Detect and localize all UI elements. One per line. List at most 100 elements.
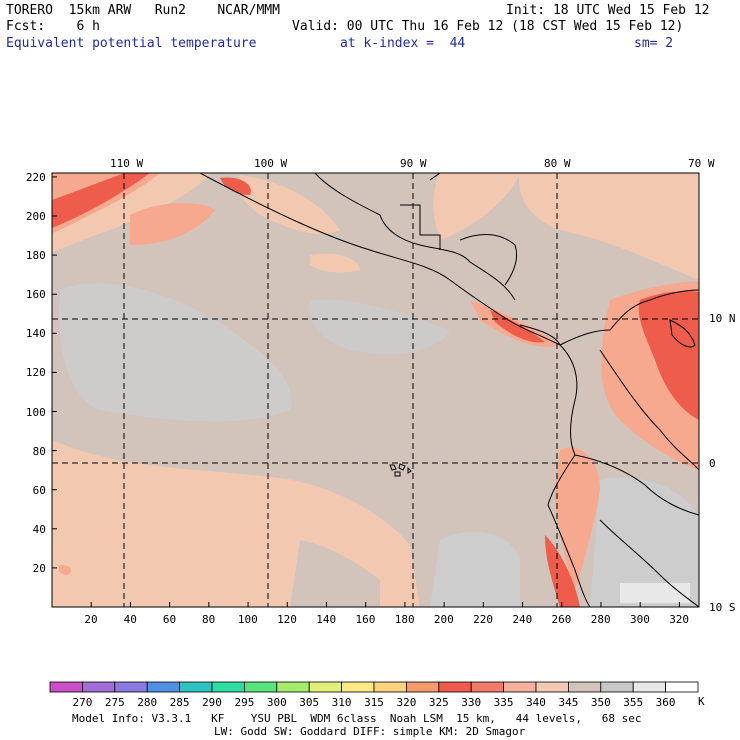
y-tick-label: 160: [25, 288, 46, 302]
galapagos-islands: [389, 463, 412, 477]
warm-north-patch: [236, 175, 340, 235]
lake-maracaibo: [669, 319, 696, 348]
coastline-pacific-north: [199, 173, 699, 346]
level-index: at k-index = 44: [340, 36, 466, 51]
field-name: Equivalent potential temperature: [6, 36, 257, 51]
graticule: [52, 173, 699, 607]
x-tick-label: 140: [316, 613, 337, 626]
lon-label-110w: 110 W: [110, 157, 144, 170]
colorbar-label: 305: [299, 696, 320, 709]
coastline-mexico: [314, 173, 516, 301]
border-colombia-venezuela: [599, 349, 699, 471]
valid-time: Valid: 00 UTC Thu 16 Feb 12 (18 CST Wed …: [292, 19, 684, 34]
cool-patch-west: [59, 283, 292, 422]
y-tick-marks: [52, 176, 57, 569]
colorbar-label: 300: [266, 696, 287, 709]
colorbar-swatch: [146, 681, 180, 693]
cool-patch-southeast: [590, 477, 699, 607]
model-info: Model Info: V3.3.1 KF YSU PBL WDM 6class…: [72, 712, 642, 725]
smoothing: sm= 2: [634, 36, 674, 51]
model-title: TORERO 15km ARW Run2 NCAR/MMM: [6, 3, 280, 18]
warm-nw-mid: [52, 173, 160, 233]
colorbar-swatch: [600, 681, 634, 693]
y-tick-label: 100: [25, 405, 46, 419]
warm-nw-patch: [130, 203, 215, 245]
colorbar-swatch: [373, 681, 407, 693]
colorbar-swatch: [243, 681, 278, 693]
colorbar-label: 325: [428, 696, 449, 709]
lon-label-70w: 70 W: [688, 157, 715, 170]
colorbar-label: 270: [72, 696, 93, 709]
y-tick-label: 120: [25, 366, 46, 380]
x-tick-label: 120: [277, 613, 297, 626]
lon-label-80w: 80 W: [544, 157, 571, 170]
warm-caribbean-west: [433, 173, 520, 240]
colorbar-swatch: [341, 681, 375, 693]
colorbar-label: 320: [396, 696, 417, 709]
x-tick-label: 240: [512, 613, 533, 626]
border-ecuador-peru: [574, 454, 699, 516]
lon-label-100w: 100 W: [254, 157, 288, 170]
warm-nw-high: [52, 173, 150, 228]
x-tick-label: 100: [237, 613, 258, 626]
colorbar-label: 285: [169, 696, 190, 709]
init-time: Init: 18 UTC Wed 15 Feb 12: [506, 3, 710, 18]
hot-venezuela: [638, 290, 699, 420]
colorbar-swatch: [470, 681, 505, 693]
y-tick-label: 20: [32, 561, 46, 575]
x-tick-label: 20: [84, 613, 98, 626]
x-tick-label: 260: [551, 613, 572, 626]
y-tick-label: 40: [32, 522, 46, 536]
warm-andes: [555, 447, 600, 590]
border-peru-brazil: [599, 519, 699, 607]
colorbar-label: 360: [655, 696, 676, 709]
colorbar-swatch: [535, 681, 569, 693]
x-tick-label: 200: [433, 613, 454, 626]
colorbar-swatch: [568, 681, 602, 693]
y-tick-label: 220: [25, 170, 46, 184]
colorbar-label: 275: [104, 696, 125, 709]
warm-small-patch: [310, 253, 360, 273]
coastlines: [199, 173, 699, 607]
colorbar-swatch: [211, 681, 245, 693]
colorbar-label: 355: [623, 696, 644, 709]
colorbar-label: 335: [493, 696, 514, 709]
colorbar-label: 350: [590, 696, 611, 709]
colorbar-label: 295: [234, 696, 255, 709]
y-tick-label: 60: [32, 483, 46, 497]
colorbar-label: 280: [137, 696, 158, 709]
coastline-panama: [519, 324, 561, 346]
warm-north-hot: [220, 177, 251, 195]
field-patch: [290, 540, 380, 607]
white-patch: [620, 583, 690, 603]
cool-patch-center: [309, 299, 450, 354]
lat-label-10s: 10 S: [709, 601, 736, 614]
x-tick-marks: [90, 602, 680, 607]
x-tick-label: 60: [162, 613, 177, 626]
physics-info: LW: Godd SW: Goddard DIFF: simple KM: 2D…: [214, 725, 526, 738]
colorbar-swatch: [179, 681, 213, 693]
colorbar-swatch: [276, 681, 310, 693]
colorbar-swatch: [503, 681, 537, 693]
colorbar-label: 345: [558, 696, 579, 709]
coastline-honduras: [459, 234, 518, 286]
hot-costa-rica: [490, 310, 545, 343]
colorbar-label: 310: [331, 696, 352, 709]
forecast-hour: Fcst: 6 h: [6, 19, 100, 34]
theta-e-field: [52, 173, 699, 607]
x-tick-label: 40: [123, 613, 137, 626]
x-tick-label: 320: [669, 613, 690, 626]
y-tick-label: 200: [25, 210, 46, 223]
hot-peru-coast: [545, 535, 580, 607]
x-tick-label: 180: [394, 613, 415, 626]
colorbar-swatch: [114, 681, 148, 693]
colorbar-label: 330: [461, 696, 482, 709]
x-tick-label: 80: [202, 613, 216, 626]
lat-label-equator: 0: [709, 457, 716, 470]
colorbar-swatch: [405, 681, 440, 693]
x-tick-label: 160: [355, 613, 376, 626]
x-tick-label: 300: [629, 613, 650, 626]
y-tick-label: 80: [32, 444, 46, 458]
warm-caribbean: [519, 173, 699, 280]
